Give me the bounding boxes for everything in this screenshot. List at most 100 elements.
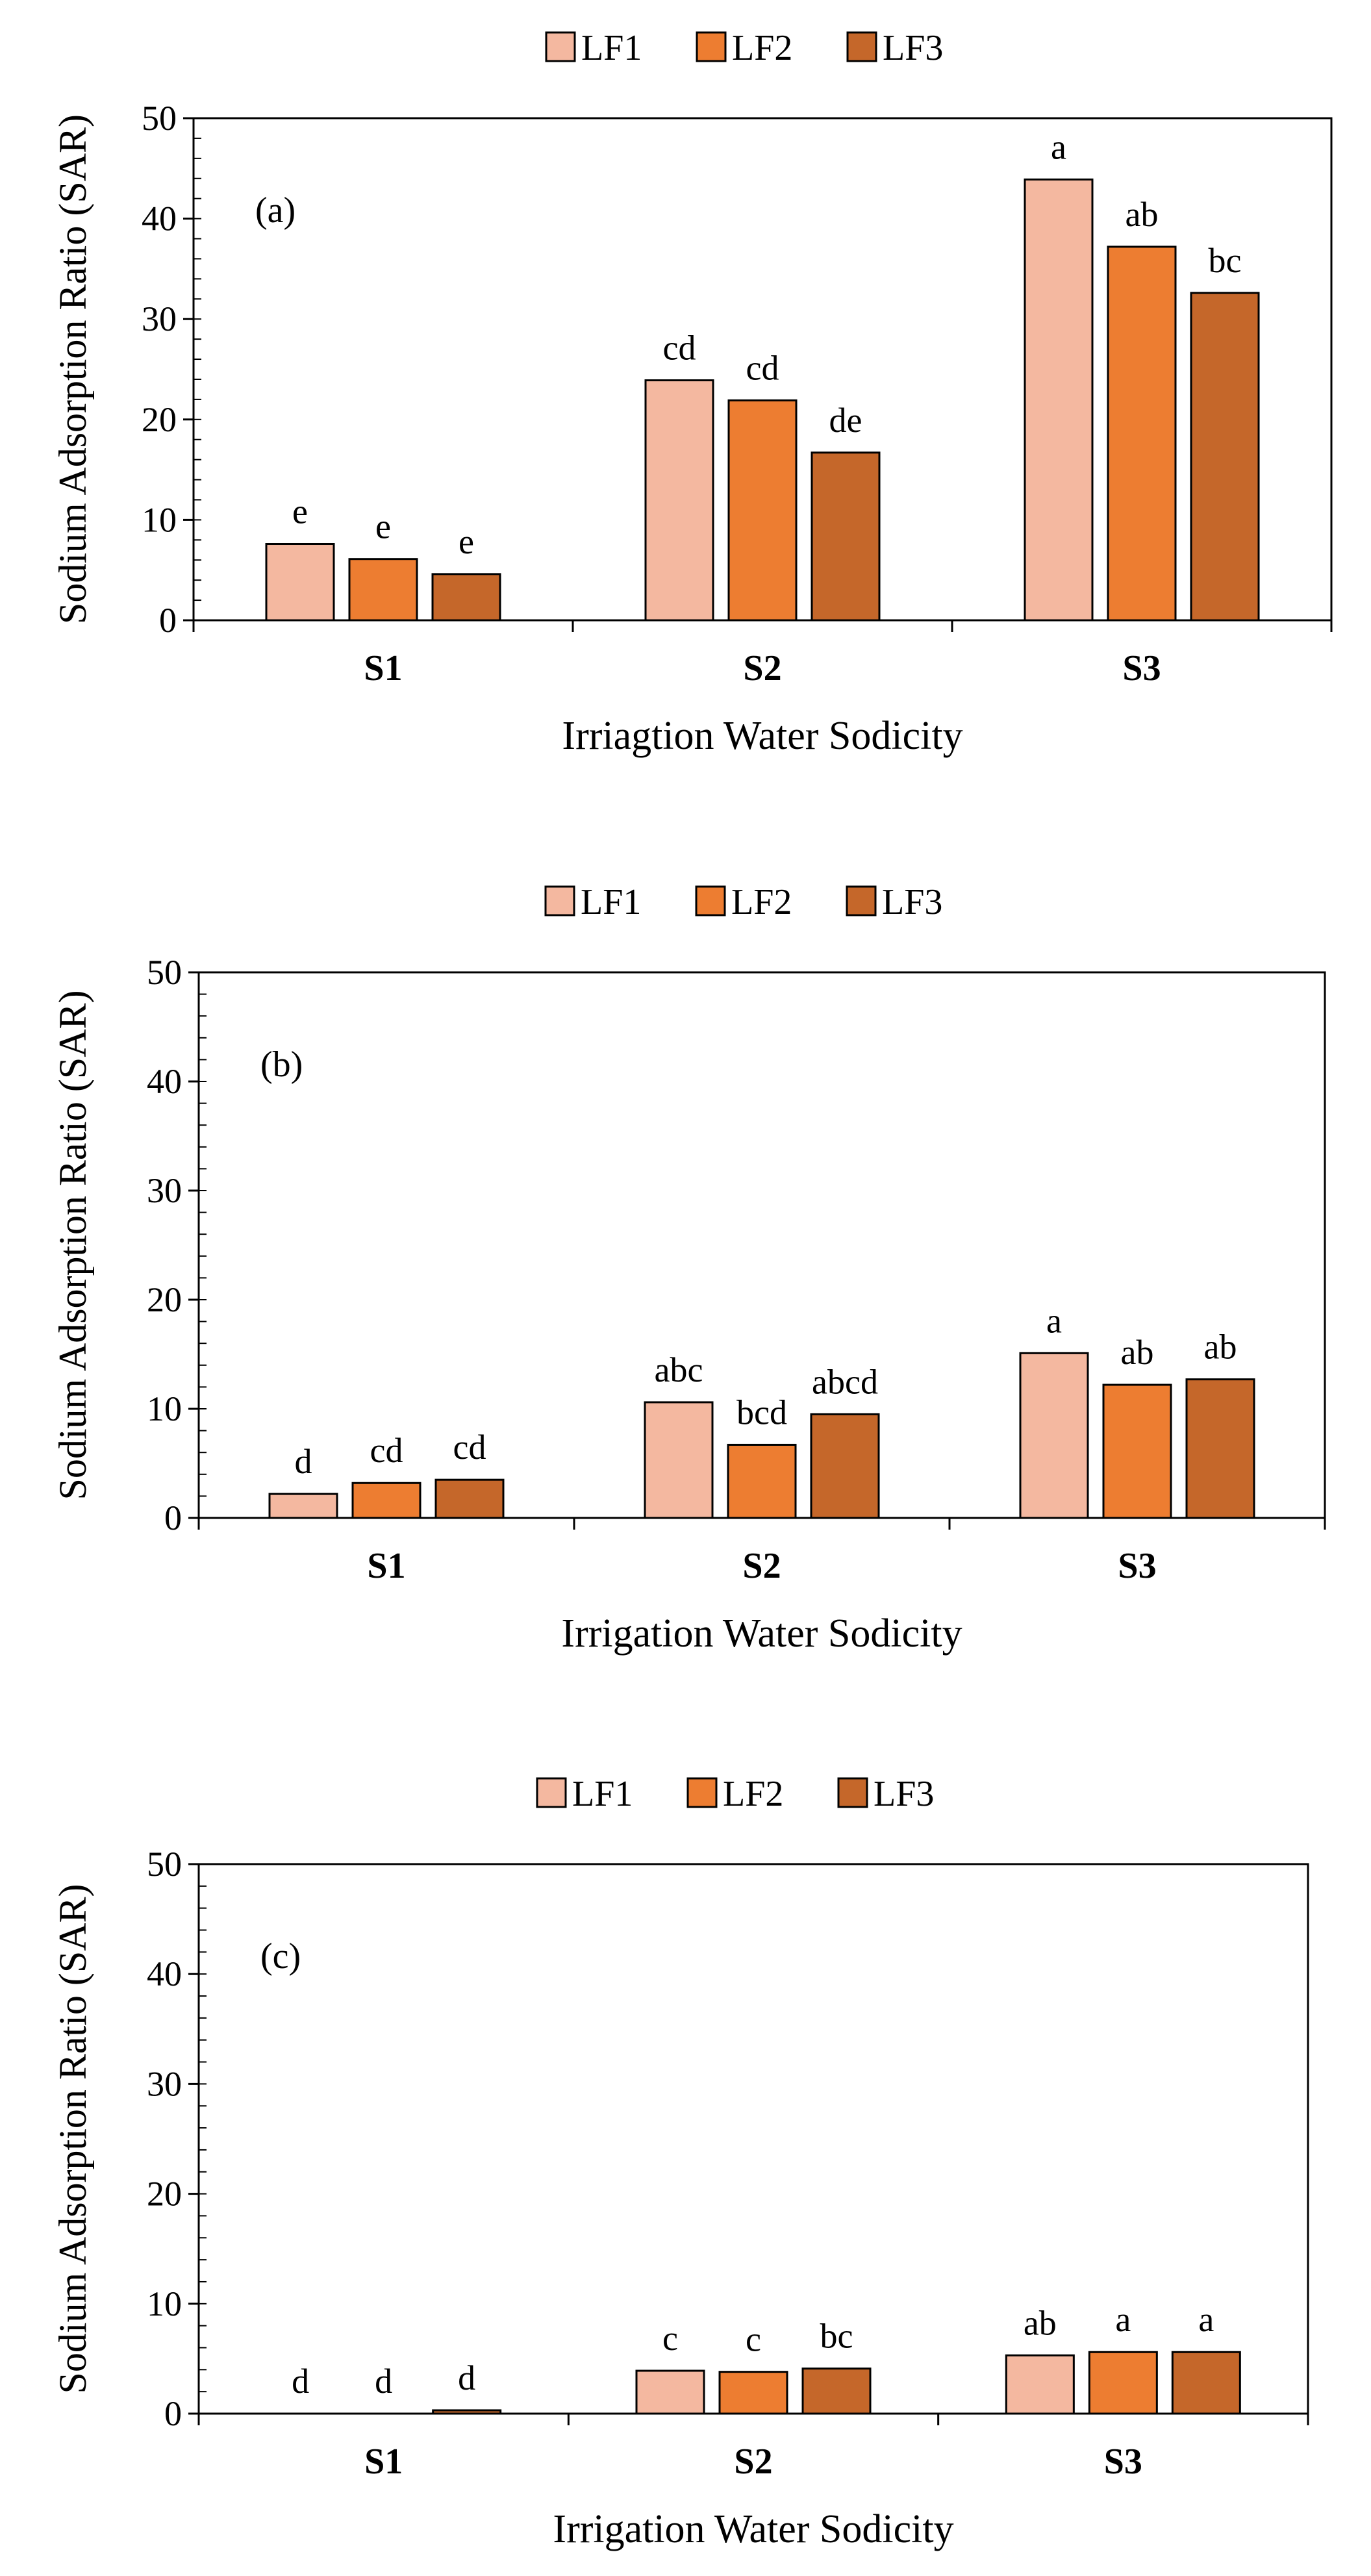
bar-lf3-s3 <box>1171 2351 1241 2415</box>
bar-lf2-s3 <box>1107 246 1177 622</box>
bar-lf3-s2 <box>810 1413 880 1519</box>
significance-letter: cd <box>370 1431 403 1470</box>
panel-label: (b) <box>260 1044 303 1085</box>
y-tick-label: 10 <box>142 500 177 539</box>
bar-lf1-s3 <box>1019 1352 1089 1519</box>
bar-lf1-s3 <box>1024 178 1094 622</box>
legend-swatch-lf2 <box>695 885 726 916</box>
bar-lf3-s1 <box>434 1478 505 1519</box>
y-tick-label: 30 <box>147 2064 182 2103</box>
bar-lf2-s3 <box>1102 1383 1172 1519</box>
significance-letter: e <box>375 507 391 546</box>
significance-letter: c <box>746 2320 761 2359</box>
panel-label: (a) <box>255 190 296 231</box>
bar-lf3-s1 <box>432 2409 502 2415</box>
legend-swatch-lf1 <box>545 31 576 62</box>
significance-letter: bc <box>1209 241 1242 280</box>
bar-lf3-s3 <box>1185 1378 1255 1519</box>
bar-lf3-s1 <box>431 573 501 622</box>
bar-lf1-s2 <box>644 1401 714 1519</box>
legend-label-lf1: LF1 <box>581 28 642 68</box>
bar-lf3-s2 <box>801 2368 872 2415</box>
significance-letter: cd <box>453 1428 486 1467</box>
y-tick-label: 50 <box>147 1845 182 1884</box>
legend-label-lf1: LF1 <box>581 882 641 922</box>
legend-swatch-lf3 <box>846 31 877 62</box>
significance-letter: cd <box>746 348 779 387</box>
x-category-label-s1: S1 <box>364 2442 403 2482</box>
y-tick-label: 20 <box>142 400 177 439</box>
legend-swatch-lf2 <box>696 31 727 62</box>
bar-lf1-s1 <box>265 543 335 622</box>
bar-lf2-s2 <box>727 399 798 622</box>
legend-label-lf3: LF3 <box>874 1774 934 1814</box>
x-axis-title: Irriagtion Water Sodicity <box>562 714 962 758</box>
legend-label-lf2: LF2 <box>732 28 792 68</box>
y-tick-label: 50 <box>147 953 182 992</box>
bar-lf1-s2 <box>644 379 714 622</box>
significance-letter: ab <box>1204 1328 1237 1367</box>
bar-lf2-s2 <box>718 2371 788 2415</box>
x-category-label-s3: S3 <box>1122 648 1161 688</box>
significance-letter: bc <box>820 2317 853 2356</box>
y-tick-label: 50 <box>142 99 177 138</box>
bar-lf1-s2 <box>635 2369 705 2415</box>
significance-letter: d <box>458 2358 475 2397</box>
y-tick-label: 10 <box>147 2284 182 2323</box>
significance-letter: ab <box>1121 1333 1154 1372</box>
legend-label-lf2: LF2 <box>731 882 792 922</box>
significance-letter: ab <box>1024 2303 1057 2342</box>
legend-swatch-lf1 <box>536 1777 567 1808</box>
x-category-label-s1: S1 <box>367 1546 405 1586</box>
x-category-label-s2: S2 <box>734 2442 772 2482</box>
significance-letter: ab <box>1126 195 1159 234</box>
significance-letter: a <box>1051 127 1066 166</box>
significance-letter: de <box>829 401 862 440</box>
significance-letter: e <box>459 522 474 561</box>
significance-letter: e <box>292 492 308 531</box>
chart-panel-3: 0 10 20 30 40 50 S1 S2 S3 d c ab d c a d bc a (c) Irrigatio… <box>51 1774 1309 2551</box>
x-category-label-s1: S1 <box>364 648 402 688</box>
y-tick-label: 30 <box>147 1171 182 1210</box>
x-axis-title: Irrigation Water Sodicity <box>553 2507 953 2551</box>
bar-lf1-s3 <box>1005 2354 1075 2415</box>
significance-letter: a <box>1115 2300 1131 2339</box>
x-category-label-s2: S2 <box>742 1546 781 1586</box>
y-axis-title: Sodium Adsorption Ratio (SAR) <box>51 1884 94 2393</box>
significance-letter: c <box>662 2319 678 2358</box>
bar-lf1-s1 <box>268 1493 338 1519</box>
chart-panel-1: 0 10 20 30 40 50 S1 S2 S3 e cd a e cd ab e de bc (a) Irriag… <box>51 28 1333 758</box>
bar-lf2-s3 <box>1088 2351 1158 2415</box>
y-tick-label: 0 <box>164 1498 182 1537</box>
y-tick-label: 20 <box>147 2175 182 2214</box>
legend-swatch-lf1 <box>544 885 575 916</box>
significance-letter: a <box>1046 1301 1062 1340</box>
x-axis-title: Irrigation Water Sodicity <box>561 1611 962 1656</box>
legend-swatch-lf3 <box>837 1777 868 1808</box>
significance-letter: bcd <box>736 1393 787 1432</box>
significance-letter: cd <box>663 329 696 368</box>
bar-lf3-s2 <box>811 451 881 622</box>
y-tick-label: 0 <box>159 601 177 640</box>
legend: LF1 LF2 LF3 <box>544 882 942 922</box>
legend-swatch-lf2 <box>686 1777 718 1808</box>
bar-lf2-s2 <box>727 1443 797 1519</box>
bar-lf3-s3 <box>1190 292 1260 622</box>
bar-lf2-s1 <box>351 1482 421 1519</box>
legend-label-lf2: LF2 <box>723 1774 783 1814</box>
panel-label: (c) <box>260 1936 301 1976</box>
y-axis-title: Sodium Adsorption Ratio (SAR) <box>51 114 94 624</box>
y-tick-label: 10 <box>147 1389 182 1428</box>
y-tick-label: 40 <box>147 1062 182 1101</box>
legend-label-lf3: LF3 <box>882 882 942 922</box>
legend-swatch-lf3 <box>846 885 877 916</box>
legend: LF1 LF2 LF3 <box>545 28 943 68</box>
significance-letter: d <box>295 1442 312 1481</box>
significance-letter: d <box>292 2362 309 2401</box>
x-category-label-s3: S3 <box>1118 1546 1156 1586</box>
y-tick-label: 40 <box>142 199 177 238</box>
y-tick-label: 20 <box>147 1280 182 1319</box>
y-axis-title: Sodium Adsorption Ratio (SAR) <box>51 990 94 1500</box>
